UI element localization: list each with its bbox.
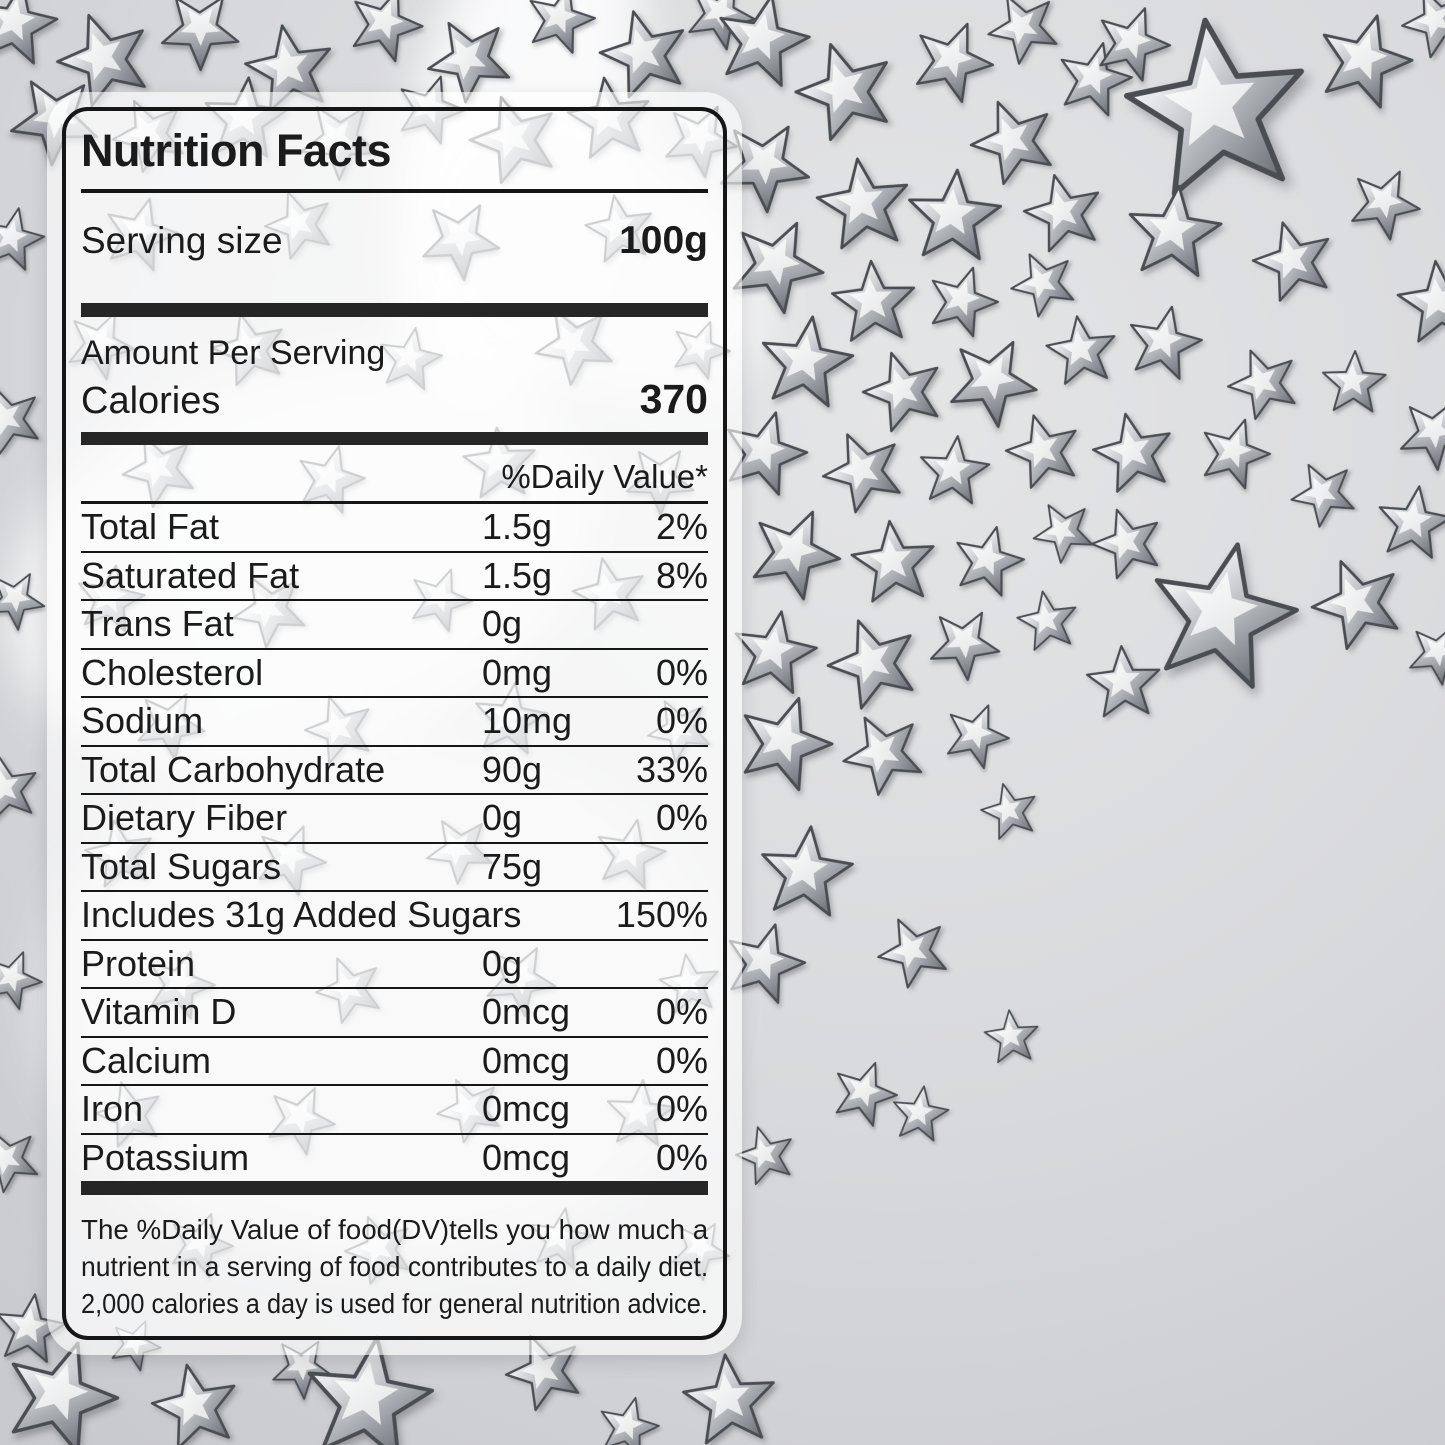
nutrient-amount: 0mcg: [482, 991, 571, 1033]
nutrient-amount: 0g: [482, 942, 523, 984]
nutrient-name: Includes 31g Added Sugars: [81, 894, 522, 936]
nutrient-row: Vitamin D 0mcg 0%: [81, 989, 708, 1038]
nutrient-row: Saturated Fat 1.5g 8%: [81, 553, 708, 601]
nutrient-name: Trans Fat: [81, 603, 234, 645]
calories-label: Calories: [81, 380, 221, 422]
nutrition-facts-label: Nutrition Facts Serving size 100g Amount…: [47, 92, 742, 1355]
nutrient-daily-value: 150%: [615, 894, 708, 936]
calories-value: 370: [639, 376, 708, 422]
nutrient-amount: 0mcg: [482, 1136, 571, 1178]
nutrient-amount: 0g: [482, 603, 523, 645]
calories-row: Calories 370: [81, 376, 708, 424]
nutrient-name: Total Sugars: [81, 845, 282, 887]
nutrient-name: Vitamin D: [81, 991, 237, 1033]
nutrient-row: Trans Fat 0g: [81, 601, 708, 650]
nutrient-row: Sodium 10mg 0%: [81, 698, 708, 747]
nutrient-daily-value: 0%: [655, 1088, 708, 1130]
footnote-line: 2,000 calories a day is used for general…: [81, 1288, 708, 1319]
nutrient-amount: 0mcg: [482, 1088, 571, 1130]
nutrient-daily-value: 8%: [655, 554, 708, 596]
thick-divider: [81, 1181, 708, 1195]
nutrient-name: Calcium: [81, 1039, 212, 1081]
nutrient-name: Dietary Fiber: [81, 797, 288, 839]
nutrient-amount: 75g: [482, 845, 543, 887]
footnote-line: nutrient in a serving of food contribute…: [81, 1251, 709, 1282]
nutrient-amount: 0mcg: [482, 1039, 571, 1081]
serving-size-label: Serving size: [81, 220, 283, 261]
nutrient-row: Includes 31g Added Sugars 150%: [81, 892, 708, 941]
serving-size-row: Serving size 100g: [81, 219, 708, 263]
nutrient-amount: 10mg: [482, 700, 573, 742]
nutrient-row: Total Fat 1.5g 2%: [81, 504, 708, 553]
footnote: The %Daily Value of food(DV)tells you ho…: [81, 1211, 708, 1322]
nutrient-row: Potassium 0mcg 0%: [81, 1135, 708, 1182]
nutrient-amount: 0g: [482, 797, 523, 839]
nutrient-name: Total Carbohydrate: [81, 748, 386, 790]
nutrient-name: Cholesterol: [81, 651, 264, 693]
serving-size-value: 100g: [619, 219, 708, 262]
nutrient-table: Total Fat 1.5g 2% Saturated Fat 1.5g 8% Trans …: [81, 504, 708, 1181]
nutrient-row: Cholesterol 0mg 0%: [81, 650, 708, 698]
title-divider: [81, 189, 708, 193]
nutrient-daily-value: 2%: [655, 506, 708, 548]
nutrient-amount: 1.5g: [482, 554, 553, 596]
nutrient-row: Dietary Fiber 0g 0%: [81, 795, 708, 844]
thick-divider: [81, 303, 708, 317]
nutrient-row: Calcium 0mcg 0%: [81, 1038, 708, 1086]
nutrient-name: Saturated Fat: [81, 554, 300, 596]
nutrient-name: Potassium: [81, 1136, 250, 1178]
nutrient-amount: 90g: [482, 748, 543, 790]
nutrient-row: Protein 0g: [81, 941, 708, 989]
nutrient-amount: 1.5g: [482, 506, 553, 548]
nutrient-row: Total Sugars 75g: [81, 844, 708, 892]
nutrient-row: Iron 0mcg 0%: [81, 1086, 708, 1135]
amount-per-serving-label: Amount Per Serving: [81, 334, 386, 372]
nutrient-daily-value: 33%: [635, 748, 708, 790]
daily-value-header: %Daily Value*: [501, 458, 708, 495]
nutrient-daily-value: 0%: [655, 700, 708, 742]
nutrient-daily-value: 0%: [655, 651, 708, 693]
divider: [81, 501, 708, 504]
nutrient-daily-value: 0%: [655, 1136, 708, 1178]
nutrient-daily-value: 0%: [655, 991, 708, 1033]
nutrient-row: Total Carbohydrate 90g 33%: [81, 747, 708, 795]
nutrient-name: Sodium: [81, 700, 204, 742]
nutrient-name: Protein: [81, 942, 196, 984]
thick-divider: [81, 432, 708, 445]
label-title: Nutrition Facts: [81, 125, 392, 176]
footnote-line: The %Daily Value of food(DV)tells you ho…: [81, 1214, 709, 1245]
nutrient-name: Total Fat: [81, 506, 220, 548]
nutrient-daily-value: 0%: [655, 1039, 708, 1081]
label-inner-box: Nutrition Facts Serving size 100g Amount…: [62, 107, 727, 1340]
nutrient-amount: 0mg: [482, 651, 553, 693]
nutrient-name: Iron: [81, 1088, 144, 1130]
nutrient-daily-value: 0%: [655, 797, 708, 839]
